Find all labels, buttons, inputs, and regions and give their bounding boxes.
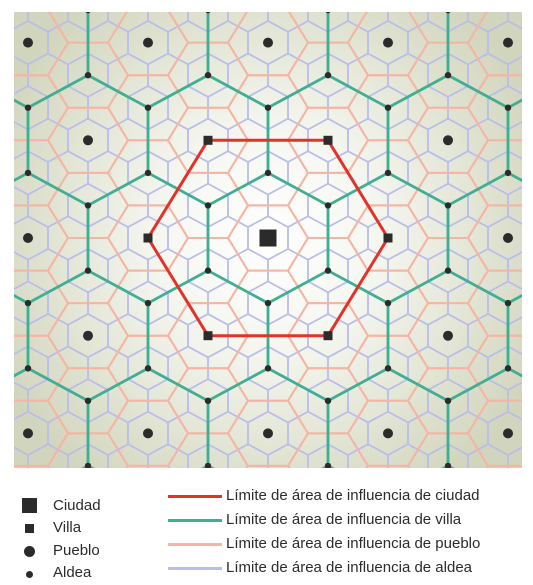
aldea-marker — [204, 397, 212, 404]
aldea-marker — [504, 104, 512, 111]
aldea-marker — [444, 267, 452, 274]
large-square-icon — [22, 498, 37, 513]
aldea-marker — [324, 72, 332, 79]
ciudad-marker — [259, 229, 277, 247]
aldea-boundary-hexagon — [507, 381, 522, 421]
pueblo-boundary-hexagon — [466, 12, 522, 77]
aldea-marker — [204, 72, 212, 79]
pueblo-marker — [263, 428, 273, 439]
villa-marker — [323, 135, 333, 145]
villa-marker — [323, 331, 333, 341]
legend-label: Límite de área de influencia de aldea — [226, 559, 473, 576]
aldea-marker — [264, 169, 272, 177]
aldea-marker — [264, 365, 272, 372]
aldea-marker — [444, 462, 452, 468]
pueblo-marker — [83, 135, 93, 146]
aldea-marker — [84, 267, 92, 274]
aldea-marker — [264, 104, 272, 111]
aldea-marker — [444, 202, 452, 209]
pueblo-marker — [503, 37, 513, 48]
aldea-boundary-hexagon — [507, 55, 522, 95]
aldea-marker — [204, 462, 212, 468]
aldea-marker — [444, 397, 452, 404]
pueblo-marker — [383, 428, 393, 439]
villa-marker — [383, 233, 393, 243]
legend-label: Límite de área de influencia de ciudad — [226, 487, 480, 504]
legend-label: Ciudad — [53, 497, 101, 514]
small-dot-icon — [26, 571, 33, 578]
aldea-marker — [24, 299, 32, 307]
aldea-marker — [324, 397, 332, 404]
legend-label: Pueblo — [53, 542, 100, 559]
large-dot-icon — [24, 546, 35, 557]
aldea-marker — [144, 365, 152, 372]
green-line-icon — [168, 519, 222, 522]
lavender-line-icon — [168, 567, 222, 570]
aldea-marker — [204, 267, 212, 274]
pueblo-boundary-hexagon — [466, 204, 522, 272]
villa-marker — [203, 331, 213, 341]
pueblo-marker — [263, 37, 273, 48]
aldea-marker — [85, 12, 91, 14]
aldea-marker — [504, 365, 512, 372]
aldea-marker — [205, 12, 211, 14]
red-line-icon — [168, 495, 222, 498]
pueblo-marker — [383, 37, 393, 48]
aldea-marker — [24, 365, 32, 372]
pueblo-marker — [23, 233, 33, 243]
aldea-marker — [384, 169, 392, 177]
settlements — [23, 12, 513, 468]
aldea-marker — [84, 72, 92, 79]
aldea-marker — [24, 104, 32, 111]
aldea-marker — [384, 104, 392, 111]
aldea-marker — [325, 12, 331, 14]
pueblo-marker — [443, 135, 453, 146]
pueblo-boundary-hexagon — [466, 334, 522, 402]
legend-label: Límite de área de influencia de villa — [226, 511, 462, 528]
legend-label: Límite de área de influencia de pueblo — [226, 535, 481, 552]
legend-label: Villa — [53, 519, 82, 536]
aldea-marker — [324, 202, 332, 209]
legend-label: Aldea — [53, 564, 92, 581]
aldea-marker — [445, 12, 451, 14]
pueblo-marker — [503, 233, 513, 243]
pueblo-marker — [143, 428, 153, 439]
aldea-marker — [84, 397, 92, 404]
pueblo-marker — [503, 428, 513, 439]
pueblo-marker — [143, 37, 153, 48]
pueblo-marker — [23, 428, 33, 439]
aldea-marker — [504, 169, 512, 177]
pueblo-boundary-hexagon — [466, 74, 522, 142]
aldea-marker — [384, 299, 392, 307]
pueblo-marker — [23, 37, 33, 48]
pueblo-boundary-hexagon — [466, 139, 522, 207]
aldea-marker — [84, 202, 92, 209]
aldea-marker — [204, 202, 212, 209]
aldea-marker — [144, 169, 152, 177]
aldea-marker — [264, 299, 272, 307]
villa-marker — [143, 233, 153, 243]
aldea-marker — [324, 462, 332, 468]
aldea-boundary-hexagon — [507, 446, 522, 468]
aldea-marker — [324, 267, 332, 274]
villa-marker — [203, 135, 213, 145]
aldea-marker — [384, 365, 392, 372]
aldea-marker — [444, 72, 452, 79]
aldea-marker — [144, 299, 152, 307]
pueblo-boundary-hexagon — [466, 269, 522, 337]
pueblo-marker — [83, 330, 93, 341]
pueblo-boundary-hexagon — [466, 399, 522, 467]
pink-line-icon — [168, 543, 222, 546]
small-square-icon — [25, 524, 34, 533]
legend: Ciudad Villa Pueblo Aldea Límite de área… — [0, 468, 533, 585]
aldea-boundary-hexagon — [507, 251, 522, 290]
pueblo-marker — [443, 330, 453, 341]
pueblo-boundary-network — [14, 12, 522, 468]
aldea-boundary-hexagon — [507, 186, 522, 225]
aldea-marker — [24, 169, 32, 177]
central-place-diagram — [14, 12, 522, 468]
aldea-marker — [84, 462, 92, 468]
aldea-marker — [504, 299, 512, 307]
aldea-marker — [144, 104, 152, 111]
